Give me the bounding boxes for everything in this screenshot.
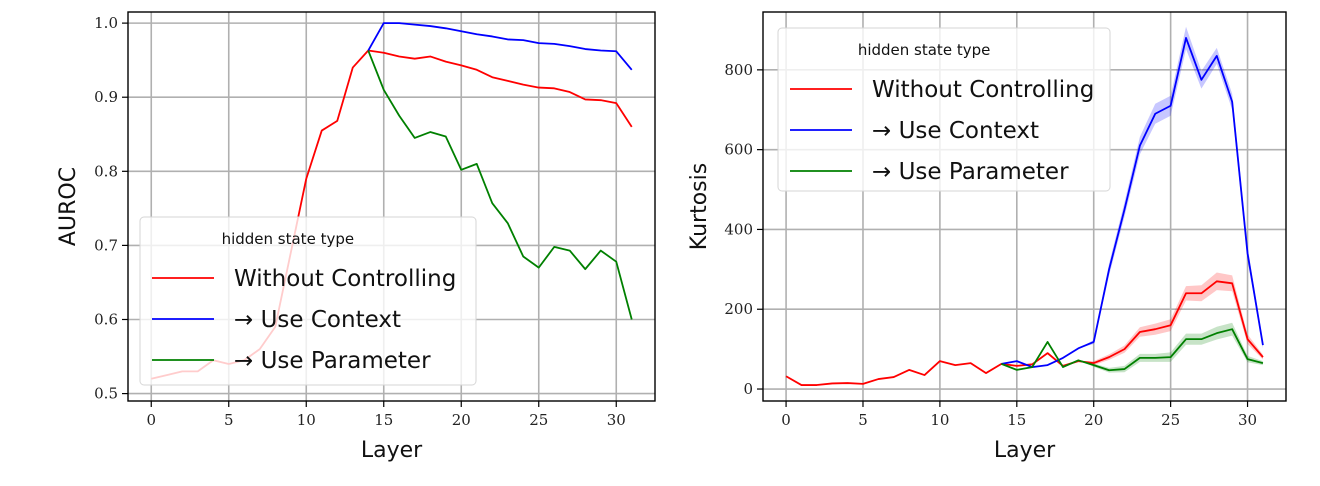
x-axis-label: Layer xyxy=(994,438,1056,463)
legend-title: hidden state type xyxy=(222,230,355,248)
legend-entry: Without Controlling xyxy=(872,77,1094,103)
tick-label-x: 10 xyxy=(297,411,316,429)
legend-entry: → Use Context xyxy=(872,118,1039,144)
series-line xyxy=(785,280,1264,386)
tick-label-y: 0 xyxy=(743,380,753,398)
tick-label-x: 0 xyxy=(146,411,156,429)
legend-box xyxy=(777,27,1111,192)
legend: hidden state type Without Controlling → Us… xyxy=(139,216,477,386)
tick-label-y: 0.9 xyxy=(94,88,118,106)
tick-label-x: 10 xyxy=(930,411,949,429)
plot-frame xyxy=(127,11,656,402)
tick-label-y: 0.7 xyxy=(94,236,118,254)
y-axis-label: Kurtosis xyxy=(687,163,712,250)
tick-label-y: 0.6 xyxy=(94,310,118,328)
chart-panel-2: hidden state type Without Controlling → Us… xyxy=(687,11,1287,463)
tick-label-y: 400 xyxy=(724,220,753,238)
tick-label-y: 200 xyxy=(724,300,753,318)
legend-entry: → Use Parameter xyxy=(872,159,1069,185)
tick-label-x: 5 xyxy=(858,411,868,429)
legend-box xyxy=(139,216,477,386)
tick-label-x: 15 xyxy=(1007,411,1026,429)
series-line xyxy=(367,22,633,71)
series-line xyxy=(1001,328,1264,372)
x-axis-label: Layer xyxy=(361,438,423,463)
tick-label-x: 20 xyxy=(452,411,471,429)
series-band xyxy=(786,272,1263,386)
series-line xyxy=(367,50,633,320)
chart-panel-1: hidden state type Without Controlling → Us… xyxy=(56,11,656,463)
tick-label-y: 0.8 xyxy=(94,162,118,180)
tick-label-y: 0.5 xyxy=(94,385,118,403)
y-axis-label: AUROC xyxy=(56,167,81,246)
tick-label-x: 25 xyxy=(529,411,548,429)
tick-label-y: 1.0 xyxy=(94,14,118,32)
tick-label-y: 800 xyxy=(724,61,753,79)
legend-entry: → Use Context xyxy=(234,307,401,333)
tick-label-x: 30 xyxy=(607,411,626,429)
tick-label-x: 30 xyxy=(1238,411,1257,429)
tick-label-x: 5 xyxy=(224,411,234,429)
tick-label-x: 0 xyxy=(781,411,791,429)
tick-label-x: 25 xyxy=(1161,411,1180,429)
tick-label-y: 600 xyxy=(724,141,753,159)
tick-label-x: 20 xyxy=(1084,411,1103,429)
legend-entry: → Use Parameter xyxy=(234,348,431,374)
plot-frame xyxy=(762,11,1287,402)
legend-entry: Without Controlling xyxy=(234,266,456,292)
legend: hidden state type Without Controlling → Us… xyxy=(777,27,1111,192)
tick-label-x: 15 xyxy=(374,411,393,429)
series-band xyxy=(1001,322,1263,373)
legend-title: hidden state type xyxy=(858,41,991,59)
series-line xyxy=(1001,37,1264,368)
